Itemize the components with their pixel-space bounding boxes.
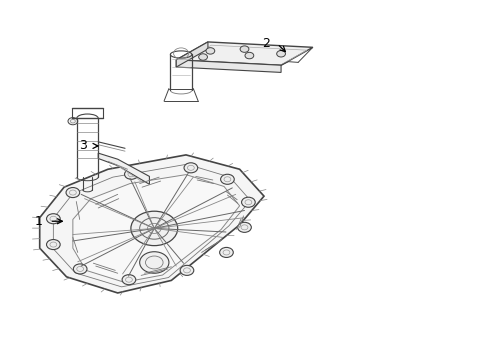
Polygon shape (176, 42, 207, 67)
Circle shape (68, 118, 78, 125)
Circle shape (244, 52, 253, 59)
Circle shape (276, 50, 285, 57)
Text: 3: 3 (79, 139, 86, 152)
Circle shape (220, 174, 234, 184)
Circle shape (240, 46, 248, 52)
Circle shape (73, 264, 87, 274)
Circle shape (241, 197, 255, 207)
Circle shape (219, 247, 233, 257)
Polygon shape (73, 175, 239, 282)
Circle shape (46, 239, 60, 249)
Circle shape (183, 163, 197, 173)
Circle shape (180, 265, 193, 275)
Text: 2: 2 (262, 37, 270, 50)
Circle shape (122, 275, 136, 285)
Text: 1: 1 (35, 215, 42, 228)
Polygon shape (176, 60, 281, 72)
Polygon shape (40, 155, 264, 293)
Polygon shape (176, 42, 312, 65)
Circle shape (140, 252, 168, 273)
Circle shape (131, 211, 177, 246)
Circle shape (46, 214, 60, 224)
Circle shape (124, 169, 138, 179)
Polygon shape (98, 153, 149, 184)
Circle shape (237, 222, 251, 232)
Circle shape (205, 48, 214, 54)
Circle shape (198, 54, 207, 60)
Circle shape (66, 188, 80, 198)
